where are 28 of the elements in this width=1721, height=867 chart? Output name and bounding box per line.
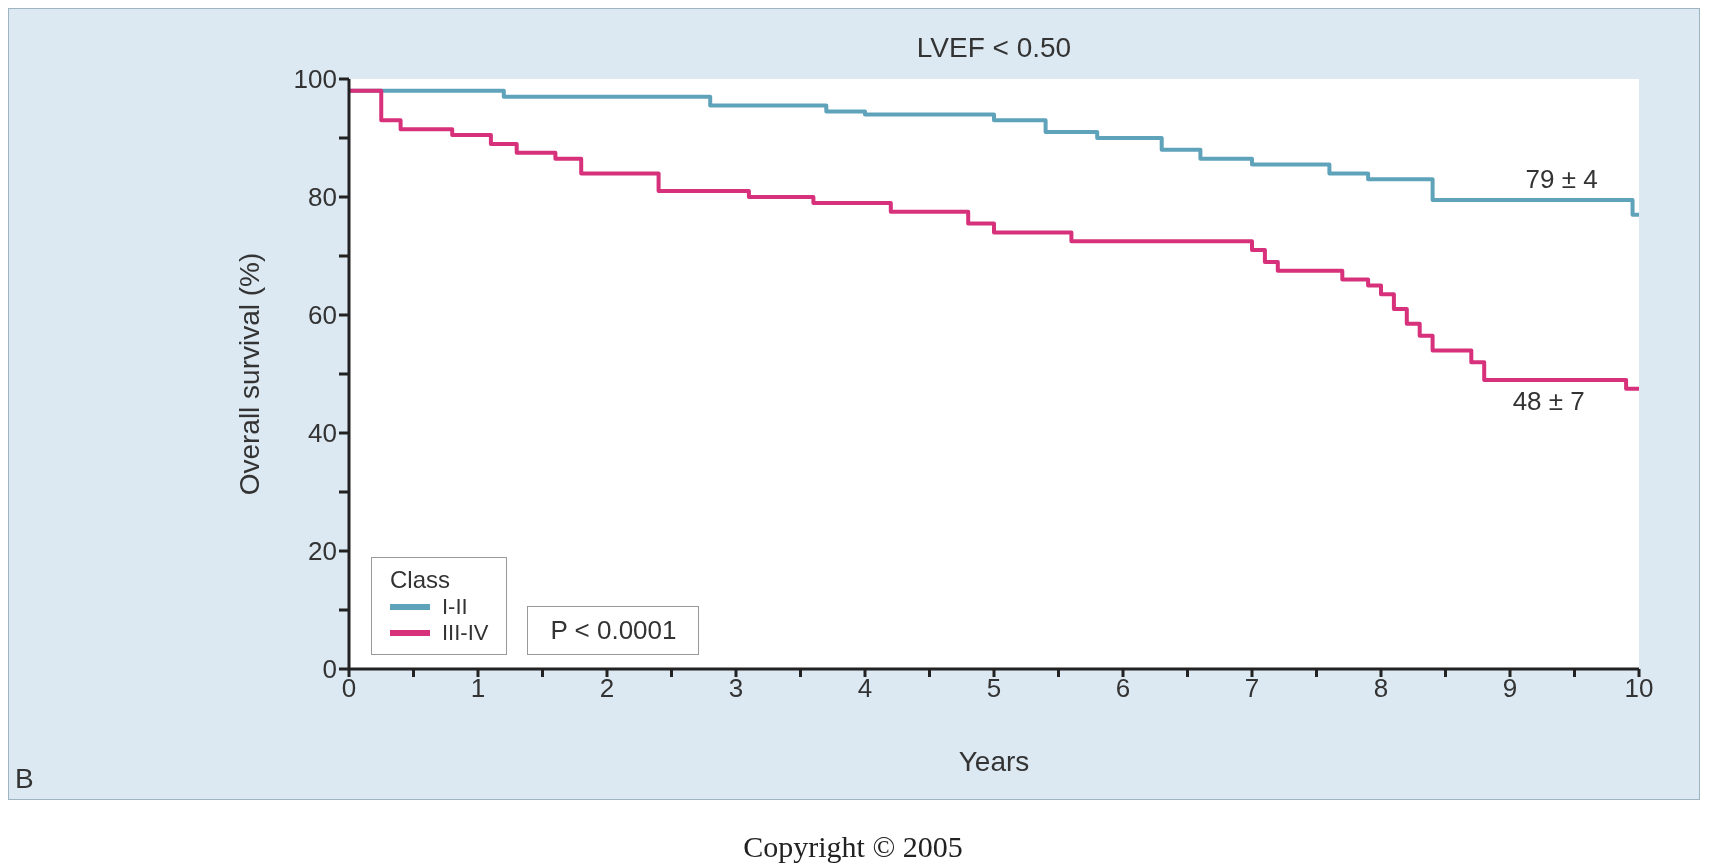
text: Copyright © 2005 bbox=[742, 830, 964, 864]
x-tick-label: 5 bbox=[986, 673, 1002, 704]
y-tick-label: 100 bbox=[293, 64, 337, 95]
x-tick-label: 1 bbox=[470, 673, 486, 704]
y-tick-label: 40 bbox=[308, 418, 337, 449]
x-tick-label: 9 bbox=[1502, 673, 1518, 704]
legend-label: III-IV bbox=[442, 620, 489, 646]
y-tick-label: 0 bbox=[322, 654, 337, 685]
x-tick-label: 7 bbox=[1244, 673, 1260, 704]
x-axis-title: Years bbox=[958, 746, 1030, 777]
legend-label: I-II bbox=[442, 594, 468, 620]
text: B bbox=[15, 763, 34, 795]
annotation: 79 ± 4 bbox=[1525, 163, 1598, 194]
y-axis-title: Overall survival (%) bbox=[233, 252, 265, 496]
x-tick-label: 4 bbox=[857, 673, 873, 704]
chart-title: LVEF < 0.50 bbox=[916, 32, 1072, 63]
x-tick-label: 2 bbox=[599, 673, 615, 704]
x-tick-label: 6 bbox=[1115, 673, 1131, 704]
annotation: P < 0.0001 bbox=[527, 606, 700, 655]
x-tick-label: 3 bbox=[728, 673, 744, 704]
x-tick-label: 10 bbox=[1624, 673, 1654, 704]
y-tick-label: 60 bbox=[308, 300, 337, 331]
y-tick-label: 20 bbox=[308, 536, 337, 567]
annotation: 48 ± 7 bbox=[1512, 386, 1585, 417]
x-tick-label: 0 bbox=[341, 673, 357, 704]
y-tick-label: 80 bbox=[308, 182, 337, 213]
legend-title: Class bbox=[390, 566, 451, 594]
x-tick-label: 8 bbox=[1373, 673, 1389, 704]
